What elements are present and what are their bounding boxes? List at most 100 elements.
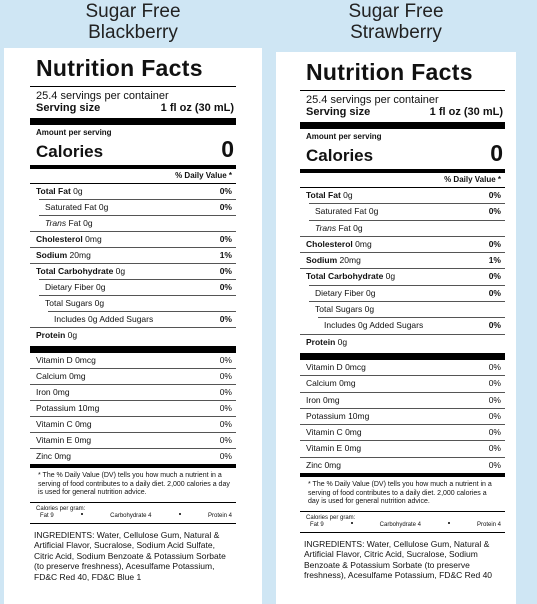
- vitamin-amount: 0mg: [75, 419, 92, 429]
- vitamin-name: Calcium 0mg: [36, 369, 86, 384]
- serving-size-label: Serving size: [306, 106, 371, 118]
- nutrient-name: Sodium 20mg: [306, 253, 361, 268]
- nutrient-prefix: Trans: [45, 218, 67, 228]
- vitamin-dv: 0%: [219, 435, 232, 445]
- vitamin-label: Zinc: [306, 459, 323, 470]
- nutrient-row: Sodium 20mg 1%: [30, 247, 236, 263]
- bullet: [350, 521, 353, 524]
- vitamin-dv: 0%: [488, 427, 501, 438]
- serving-size-label: Serving size: [36, 102, 101, 114]
- calories-per-gram-item: Fat 9: [40, 512, 54, 519]
- calories-per-gram-item: Carbohydrate 4: [379, 521, 422, 528]
- medium-rule: [30, 464, 236, 468]
- vitamin-row: Vitamin C 0mg 0%: [300, 424, 505, 440]
- vitamin-row: Vitamin E 0mg 0%: [300, 440, 505, 456]
- nutrient-name: Dietary Fiber 0g: [45, 280, 106, 295]
- nutrient-name: Saturated Fat 0g: [45, 200, 108, 215]
- amount-per-serving: Amount per serving: [306, 132, 382, 141]
- nutrients: Total Fat 0g 0% Saturated Fat 0g 0% Trans Fa…: [30, 184, 236, 343]
- nutrient-row: Sodium 20mg 1%: [300, 252, 505, 268]
- vitamin-amount: 0mg: [339, 378, 356, 389]
- vitamin-dv: 0%: [488, 459, 501, 470]
- calories-per-gram: Calories per gram: Fat 9 Carbohydrate 4 Pro…: [30, 503, 236, 524]
- nutrient-amount: 0mg: [85, 234, 102, 244]
- nutrient-label: Saturated Fat: [45, 202, 97, 212]
- nutrient-dv: 0%: [219, 266, 232, 276]
- serving-size: Serving size 1 fl oz (30 mL): [30, 102, 236, 115]
- vitamin-dv: 0%: [488, 378, 501, 389]
- heading-line: Blackberry: [88, 22, 178, 43]
- nutrient-label: Includes 0g Added Sugars: [324, 320, 424, 331]
- nutrient-dv: 0%: [219, 202, 232, 212]
- label-title: Nutrition Facts: [300, 58, 505, 91]
- nutrient-name: Includes 0g Added Sugars: [54, 312, 153, 327]
- vitamin-row: Iron 0mg 0%: [300, 391, 505, 408]
- nutrient-name: Protein 0g: [36, 328, 77, 343]
- vitamin-dv: 0%: [219, 355, 232, 365]
- nutrient-name: Dietary Fiber 0g: [315, 286, 376, 301]
- nutrient-amount: 0mg: [355, 238, 372, 249]
- nutrient-name: Protein 0g: [306, 335, 347, 350]
- nutrient-row: Saturated Fat 0g 0%: [309, 203, 505, 219]
- calories-value: 0: [221, 136, 234, 162]
- nutrient-dv: 1%: [219, 250, 232, 260]
- vitamin-label: Potassium: [306, 410, 346, 421]
- vitamin-row: Calcium 0mg 0%: [300, 375, 505, 391]
- vitamin-name: Vitamin C 0mg: [36, 417, 92, 432]
- vitamin-row: Vitamin E 0mg 0%: [30, 432, 236, 448]
- heading-line: Sugar Free: [348, 1, 444, 22]
- vitamin-label: Vitamin C: [36, 419, 73, 429]
- calories: Calories 0: [300, 142, 505, 169]
- vitamin-name: Vitamin D 0mcg: [36, 353, 96, 368]
- nutrient-amount: 0g: [368, 206, 379, 217]
- vitamin-row: Zinc 0mg 0%: [30, 448, 236, 464]
- nutrient-label: Total Fat: [36, 186, 71, 196]
- vitamin-name: Vitamin E 0mg: [306, 441, 361, 456]
- bullet: [80, 512, 83, 515]
- nutrient-label: Dietary Fiber: [45, 282, 94, 292]
- daily-value-header: % Daily Value *: [30, 169, 236, 184]
- nutrient-row: Total Fat 0g 0%: [300, 188, 505, 203]
- ingredients: INGREDIENTS: Water, Cellulose Gum, Natur…: [34, 529, 226, 582]
- serving-size-value: 1 fl oz (30 mL): [429, 106, 503, 118]
- nutrient-prefix: Trans: [315, 222, 337, 233]
- nutrient-amount: 0g: [364, 304, 375, 315]
- vitamin-amount: 0mg: [53, 387, 70, 397]
- footnote: * The % Daily Value (DV) tells you how m…: [30, 468, 236, 503]
- nutrient-dv: 1%: [488, 255, 501, 266]
- medium-rule: [300, 473, 505, 478]
- nutrient-amount: 0g: [83, 218, 93, 228]
- nutrient-name: Total Carbohydrate 0g: [306, 269, 395, 284]
- vitamins: Vitamin D 0mcg 0% Calcium 0mg 0% Iron 0mg 0% P…: [300, 360, 505, 473]
- servings: 25.4 servings per container: [36, 90, 169, 102]
- nutrient-name: Sodium 20mg: [36, 248, 91, 263]
- nutrient-label: Total Carbohydrate: [306, 271, 384, 282]
- nutrient-amount: 0g: [366, 287, 376, 298]
- nutrient-amount: 0g: [94, 298, 105, 308]
- vitamin-name: Potassium 10mg: [36, 401, 99, 416]
- vitamins: Vitamin D 0mcg 0% Calcium 0mg 0% Iron 0mg 0% P…: [30, 353, 236, 464]
- nutrient-label: Sodium: [306, 255, 338, 266]
- nutrient-amount: 0g: [96, 282, 106, 292]
- vitamin-name: Calcium 0mg: [306, 376, 356, 391]
- nutrient-row: Total Sugars 0g: [309, 301, 505, 317]
- vitamin-amount: 0mg: [323, 394, 340, 405]
- vitamin-amount: 0mg: [54, 451, 71, 461]
- calories-label: Calories: [36, 142, 104, 161]
- nutrients: Total Fat 0g 0% Saturated Fat 0g 0% Trans Fa…: [300, 188, 505, 350]
- nutrient-label: Protein: [36, 330, 66, 340]
- nutrient-label: Protein: [306, 336, 336, 347]
- nutrient-row: Cholesterol 0mg 0%: [30, 231, 236, 247]
- nutrient-amount: 0g: [67, 330, 78, 340]
- nutrient-name: Total Fat 0g: [36, 184, 83, 199]
- nutrient-row: Protein 0g: [300, 333, 505, 350]
- vitamin-dv: 0%: [219, 371, 232, 381]
- nutrient-dv: 0%: [219, 234, 232, 244]
- calories-per-gram-item: Protein 4: [476, 521, 501, 528]
- panel-heading: Sugar Free Strawberry: [276, 1, 516, 43]
- vitamin-amount: 10mg: [78, 403, 100, 413]
- calories-label: Calories: [306, 146, 374, 165]
- thick-rule: [300, 352, 505, 360]
- vitamin-label: Vitamin D: [36, 355, 73, 365]
- heading-line: Sugar Free: [85, 1, 181, 22]
